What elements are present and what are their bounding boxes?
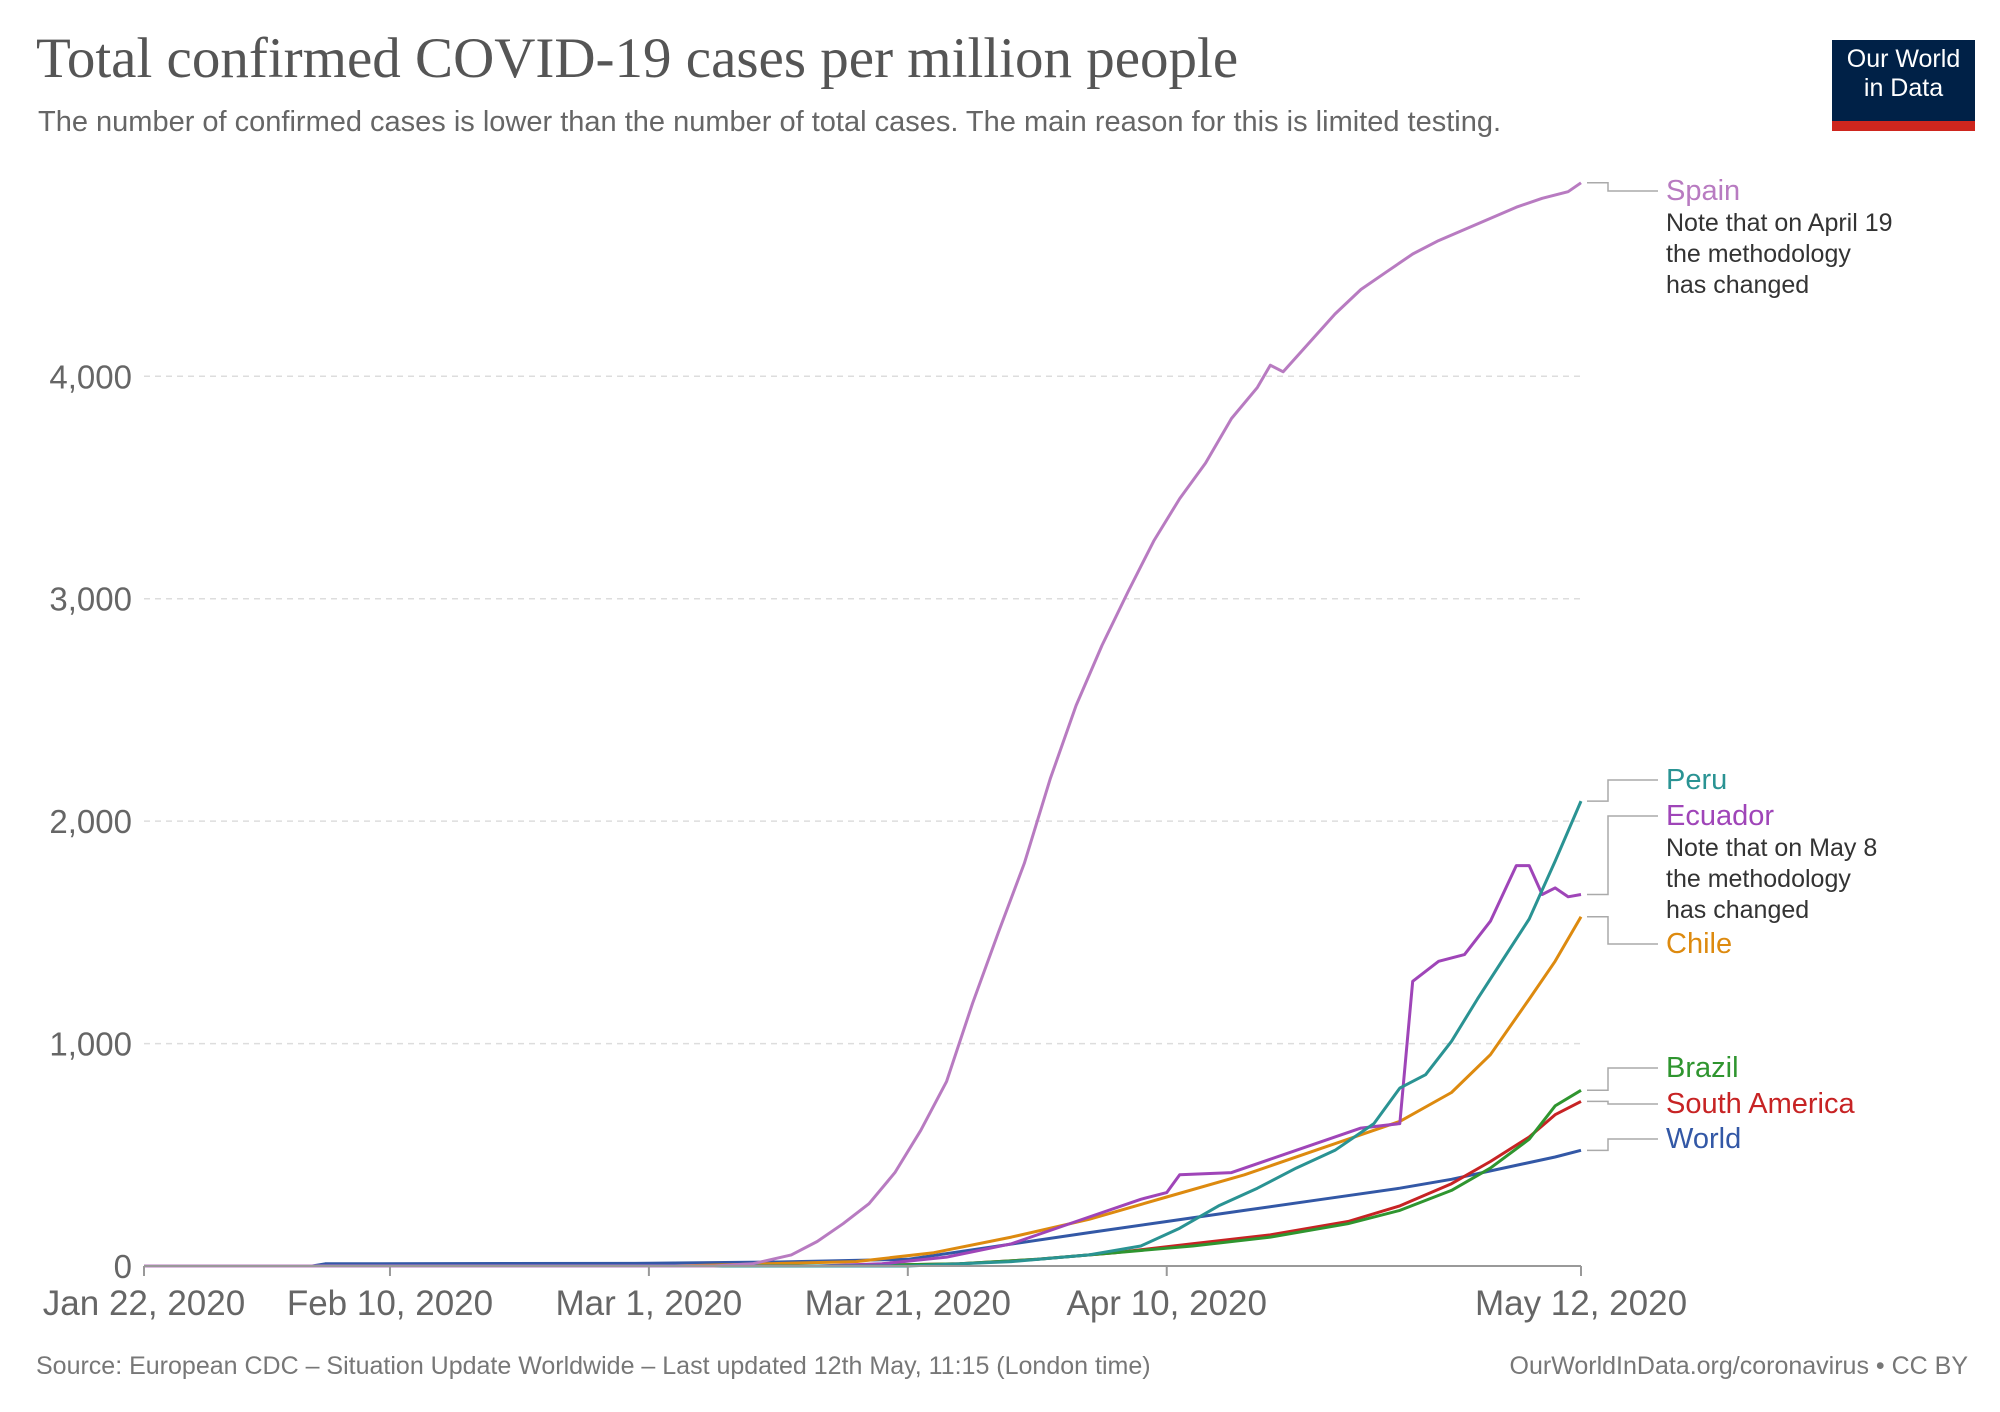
series-label-chile: Chile — [1666, 928, 1732, 960]
x-tick-label: Mar 21, 2020 — [805, 1284, 1011, 1323]
series-note-ecuador: has changed — [1666, 896, 1809, 924]
x-tick-label: Feb 10, 2020 — [287, 1284, 493, 1323]
series-label-brazil: Brazil — [1666, 1052, 1739, 1084]
y-tick-label: 2,000 — [49, 803, 132, 840]
series-line-ecuador — [144, 864, 1582, 1268]
series-label-world: World — [1666, 1123, 1741, 1155]
series-label-spain: Spain — [1666, 175, 1740, 207]
x-tick-label: May 12, 2020 — [1475, 1284, 1687, 1323]
series-note-ecuador: Note that on May 8 — [1666, 834, 1877, 862]
y-tick-label: 0 — [114, 1248, 132, 1285]
series-note-ecuador: the methodology — [1666, 865, 1851, 893]
y-tick-label: 4,000 — [49, 358, 132, 395]
connector-brazil — [1587, 1067, 1658, 1092]
axes: 0 1,000 2,000 3,000 4,000 Jan 22, 2020 Feb 10,… — [43, 358, 1687, 1323]
gridlines — [144, 375, 1581, 1045]
series-line-brazil — [144, 1089, 1582, 1268]
series-line-chile — [144, 916, 1583, 1268]
line-chart: 0 1,000 2,000 3,000 4,000 Jan 22, 2020 Feb 10,… — [43, 175, 1893, 1323]
series-label-south-america: South America — [1666, 1088, 1855, 1120]
owid-logo[interactable]: Our World in Data — [1832, 40, 1975, 131]
x-tick-label: Mar 1, 2020 — [556, 1284, 743, 1323]
connector-chile — [1587, 916, 1658, 945]
logo-line-1: Our World — [1846, 45, 1961, 73]
chart-subtitle: The number of confirmed cases is lower t… — [38, 106, 1502, 138]
logo-line-2: in Data — [1863, 74, 1944, 102]
series-note-spain: Note that on April 19 — [1666, 209, 1893, 237]
credit-link[interactable]: OurWorldInData.org/coronavirus • CC BY — [1509, 1352, 1968, 1380]
connector-world — [1587, 1138, 1658, 1152]
series-lines — [144, 181, 1583, 1268]
series-label-ecuador: Ecuador — [1666, 800, 1774, 832]
series-note-spain: the methodology — [1666, 240, 1851, 268]
y-tick-label: 3,000 — [49, 581, 132, 618]
y-tick-label: 1,000 — [49, 1026, 132, 1063]
series-line-world — [144, 1148, 1582, 1268]
connector-spain — [1587, 182, 1658, 192]
chart-title: Total confirmed COVID-19 cases per milli… — [36, 27, 1239, 90]
series-note-spain: has changed — [1666, 271, 1809, 299]
x-tick-label: Apr 10, 2020 — [1067, 1284, 1267, 1323]
series-label-peru: Peru — [1666, 764, 1727, 796]
connector-ecuador — [1587, 815, 1658, 896]
series-line-spain — [144, 181, 1582, 1268]
connector-south-america — [1587, 1100, 1658, 1105]
connector-peru — [1587, 779, 1658, 802]
source-note: Source: European CDC – Situation Update … — [36, 1352, 1151, 1380]
series-line-peru — [144, 800, 1583, 1268]
x-tick-label: Jan 22, 2020 — [43, 1284, 245, 1323]
